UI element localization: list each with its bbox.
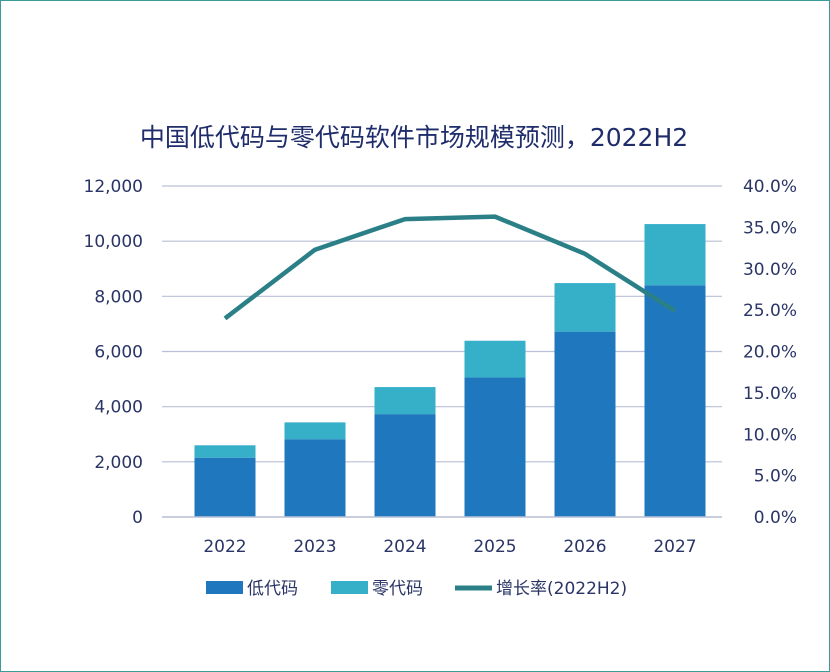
- bar-segment: [644, 285, 706, 517]
- left-tick-label: 10,000: [84, 232, 143, 252]
- bar-segment: [464, 377, 526, 517]
- x-tick-label: 2026: [563, 537, 606, 557]
- legend: 低代码 零代码 增长率(2022H2): [206, 579, 627, 599]
- left-tick-label: 2,000: [94, 453, 143, 473]
- right-tick-label: 30.0%: [743, 260, 797, 280]
- left-tick-label: 6,000: [94, 343, 143, 363]
- x-axis-ticks: 2022 2023 2024 2025 2026 2027: [203, 537, 696, 557]
- left-tick-label: 0: [132, 508, 143, 528]
- x-tick-label: 2027: [653, 537, 696, 557]
- legend-swatch: [331, 581, 368, 594]
- x-tick-label: 2024: [383, 537, 426, 557]
- watermark: 掘金技术社区 @ 软件部长: [567, 626, 811, 650]
- legend-swatch: [206, 581, 243, 594]
- right-tick-label: 5.0%: [754, 467, 797, 487]
- grid-lines: [162, 185, 722, 463]
- bar-segment: [554, 331, 616, 517]
- bar-segment: [464, 340, 526, 378]
- growth-line: [223, 214, 677, 321]
- right-tick-label: 35.0%: [743, 218, 797, 238]
- bar-segment: [284, 439, 346, 517]
- x-tick-label: 2022: [203, 537, 246, 557]
- bar-segment: [194, 445, 256, 458]
- right-tick-label: 25.0%: [743, 301, 797, 321]
- right-tick-label: 40.0%: [743, 177, 797, 197]
- growth-line-series: [223, 214, 677, 321]
- bar-segment: [374, 414, 436, 517]
- bar-segment: [554, 283, 616, 332]
- x-tick-label: 2025: [473, 537, 516, 557]
- legend-label: 低代码: [247, 579, 298, 599]
- right-tick-label: 20.0%: [743, 343, 797, 363]
- bar-segment: [194, 457, 256, 517]
- right-tick-label: 15.0%: [743, 384, 797, 404]
- legend-label: 零代码: [372, 579, 423, 599]
- left-tick-label: 12,000: [84, 177, 143, 197]
- left-axis-ticks: 0 2,000 4,000 6,000 8,000 10,000 12,000: [84, 177, 143, 528]
- chart-title: 中国低代码与零代码软件市场规模预测，2022H2: [140, 123, 688, 152]
- bar-segment: [644, 224, 706, 286]
- right-tick-label: 0.0%: [754, 508, 797, 528]
- bar-segment: [284, 422, 346, 440]
- bar-segment: [374, 387, 436, 415]
- right-axis-ticks: 0.0% 5.0% 10.0% 15.0% 20.0% 25.0% 30.0% 35.0% 40…: [743, 177, 797, 528]
- bar-series: [194, 224, 706, 517]
- left-tick-label: 8,000: [94, 287, 143, 307]
- x-tick-label: 2023: [293, 537, 336, 557]
- right-tick-label: 10.0%: [743, 425, 797, 445]
- left-tick-label: 4,000: [94, 398, 143, 418]
- legend-label: 增长率(2022H2): [496, 579, 627, 599]
